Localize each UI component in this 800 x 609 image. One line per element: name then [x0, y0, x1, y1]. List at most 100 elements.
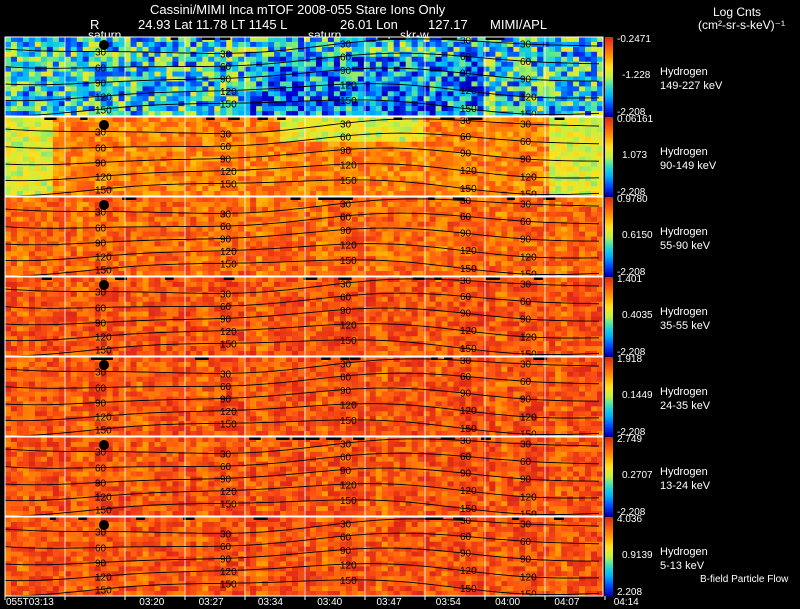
heatmap-cell [321, 191, 329, 197]
heatmap-cell [399, 197, 407, 203]
heatmap-cell [405, 136, 413, 143]
heatmap-cell [274, 241, 281, 247]
heatmap-cell [178, 151, 185, 157]
heatmap-cell [244, 236, 251, 242]
heatmap-cell [280, 221, 287, 228]
heatmap-cell [561, 101, 568, 107]
heatmap-cell [16, 271, 24, 277]
heatmap-cell [190, 206, 197, 213]
heatmap-cell [124, 201, 131, 208]
heatmap-cell [88, 226, 96, 232]
heatmap-cell [567, 261, 574, 267]
contour-label: 90 [520, 75, 532, 86]
heatmap-cell [495, 226, 502, 232]
heatmap-cell [441, 256, 448, 262]
heatmap-cell [537, 236, 544, 242]
heatmap-cell [34, 261, 42, 267]
heatmap-cell [184, 41, 191, 48]
heatmap-cell [531, 256, 538, 262]
heatmap-cell [52, 136, 60, 143]
contour-label: 150 [220, 179, 237, 190]
heatmap-cell [411, 251, 419, 257]
data-gap [290, 197, 301, 200]
heatmap-cell [399, 146, 407, 152]
heatmap-cell [465, 166, 472, 172]
heatmap-cell [5, 41, 12, 48]
heatmap-cell [309, 221, 317, 228]
heatmap-cell [202, 246, 209, 252]
heatmap-cell [5, 91, 12, 97]
heatmap-cell [94, 156, 102, 162]
heatmap-cell [238, 101, 245, 107]
heatmap-cell [375, 151, 383, 157]
heatmap-cell [381, 121, 389, 128]
heatmap-cell [298, 271, 305, 277]
heatmap-cell [525, 41, 532, 48]
heatmap-cell [118, 131, 125, 138]
heatmap-cell [441, 41, 448, 48]
heatmap-cell [292, 126, 299, 133]
heatmap-cell [214, 256, 221, 262]
heatmap-cell [417, 186, 424, 192]
heatmap-cell [489, 256, 496, 262]
heatmap-cell [441, 216, 448, 223]
contour-label: 120 [520, 92, 537, 103]
heatmap-cell [274, 156, 281, 162]
heatmap-cell [94, 106, 102, 112]
heatmap-cell [172, 141, 179, 148]
heatmap-cell [94, 91, 102, 97]
heatmap-cell [321, 241, 329, 247]
heatmap-cell [399, 156, 407, 162]
heatmap-cell [142, 197, 149, 203]
heatmap-cell [531, 136, 538, 143]
heatmap-cell [327, 81, 335, 87]
heatmap-cell [447, 81, 454, 87]
heatmap-cell [100, 37, 108, 43]
heatmap-cell [172, 166, 179, 172]
heatmap-cell [262, 266, 269, 272]
heatmap-cell [561, 121, 568, 128]
heatmap-cell [136, 231, 143, 237]
heatmap-cell [429, 186, 436, 192]
heatmap-cell [525, 206, 532, 213]
heatmap-cell [106, 216, 114, 223]
heatmap-cell [250, 51, 257, 58]
heatmap-cell [22, 71, 30, 77]
heatmap-cell [274, 236, 281, 242]
heatmap-cell [435, 256, 442, 262]
heatmap-cell [339, 156, 347, 162]
heatmap-cell [399, 166, 407, 172]
heatmap-cell [10, 201, 18, 208]
heatmap-cell [130, 81, 137, 87]
heatmap-cell [309, 146, 317, 152]
heatmap-cell [543, 106, 550, 112]
heatmap-cell [525, 166, 532, 172]
heatmap-cell [106, 86, 114, 92]
heatmap-cell [130, 256, 137, 262]
heatmap-cell [298, 241, 305, 247]
heatmap-cell [274, 61, 281, 68]
heatmap-cell [232, 251, 239, 257]
heatmap-cell [202, 166, 209, 172]
heatmap-cell [441, 146, 448, 152]
heatmap-cell [543, 66, 550, 72]
heatmap-cell [250, 151, 257, 157]
heatmap-cell [10, 146, 18, 152]
heatmap-cell [250, 41, 257, 48]
heatmap-cell [561, 256, 568, 262]
heatmap-cell [513, 66, 520, 72]
heatmap-cell [76, 126, 84, 133]
heatmap-cell [244, 221, 251, 228]
heatmap-cell [507, 161, 514, 167]
heatmap-cell [28, 181, 36, 187]
heatmap-cell [429, 136, 436, 143]
heatmap-cell [232, 226, 239, 232]
heatmap-cell [274, 206, 281, 213]
heatmap-cell [585, 106, 592, 112]
heatmap-cell [76, 81, 84, 87]
heatmap-cell [573, 241, 580, 247]
heatmap-cell [465, 41, 472, 48]
heatmap-cell [166, 211, 173, 218]
heatmap-cell [208, 161, 215, 167]
heatmap-cell [148, 191, 155, 197]
